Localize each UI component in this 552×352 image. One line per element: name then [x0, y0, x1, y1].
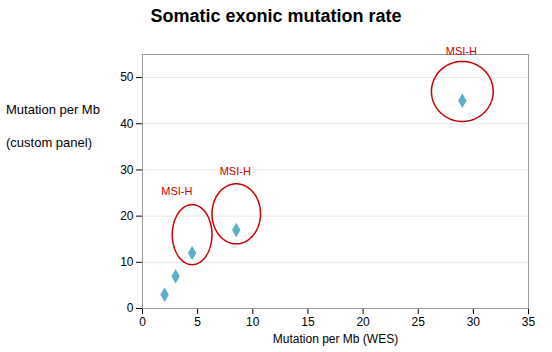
svg-text:40: 40 [120, 117, 134, 131]
svg-text:Mutation per Mb (WES): Mutation per Mb (WES) [273, 332, 398, 346]
svg-text:30: 30 [120, 163, 134, 177]
svg-text:0: 0 [127, 301, 134, 315]
svg-text:30: 30 [467, 315, 481, 329]
svg-text:MSI-H: MSI-H [446, 45, 477, 57]
svg-text:MSI-H: MSI-H [220, 165, 251, 177]
svg-text:50: 50 [120, 70, 134, 84]
html-text:(custom panel): (custom panel) [6, 135, 92, 150]
svg-text:0: 0 [139, 315, 146, 329]
html-text:Somatic exonic mutation rate: Somatic exonic mutation rate [150, 6, 402, 26]
svg-text:10: 10 [246, 315, 260, 329]
svg-text:20: 20 [120, 209, 134, 223]
html-text:Mutation per Mb: Mutation per Mb [6, 102, 100, 117]
svg-text:MSI-H: MSI-H [161, 185, 192, 197]
svg-text:15: 15 [301, 315, 315, 329]
svg-text:25: 25 [412, 315, 426, 329]
svg-text:10: 10 [120, 255, 134, 269]
svg-text:20: 20 [356, 315, 370, 329]
svg-text:5: 5 [194, 315, 201, 329]
svg-text:35: 35 [522, 315, 536, 329]
